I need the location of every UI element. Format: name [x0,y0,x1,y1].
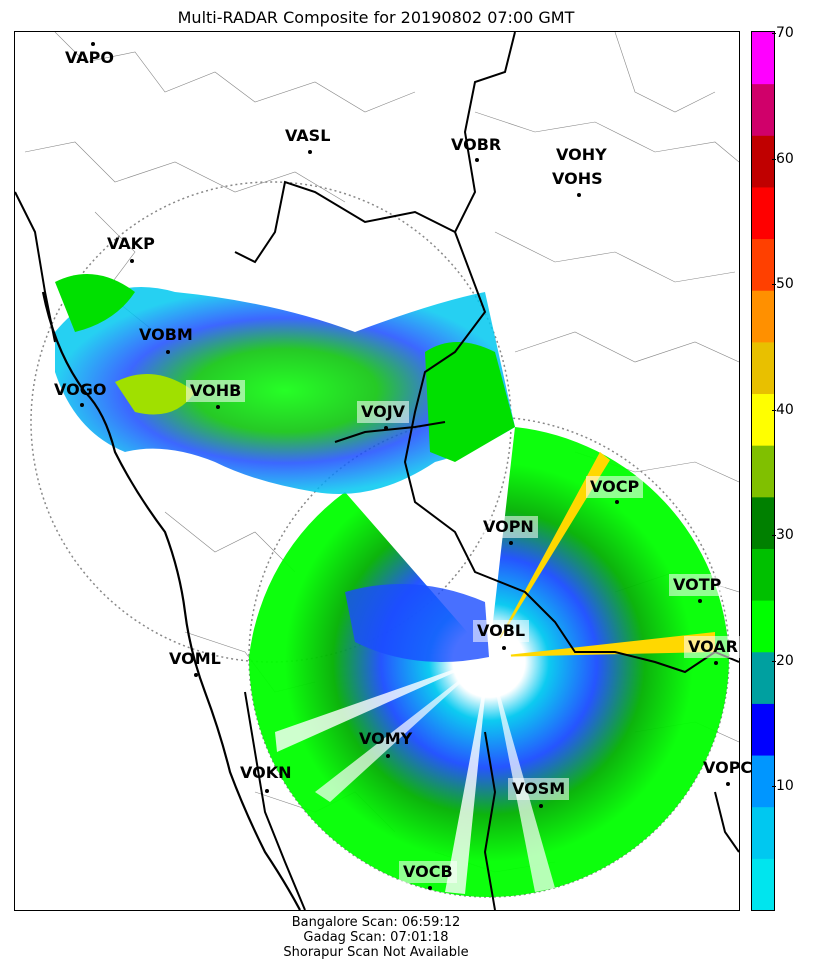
station-marker-vopc [726,782,730,786]
station-label-vojv[interactable]: VOJV [357,401,410,423]
station-label-vocp[interactable]: VOCP [586,476,644,498]
colorbar-band [752,651,774,704]
station-label-vomy[interactable]: VOMY [359,729,413,748]
station-label-voar[interactable]: VOAR [684,636,742,658]
station-label-vohb[interactable]: VOHB [186,380,246,402]
station-label-vakp[interactable]: VAKP [107,234,155,253]
station-label-vopc[interactable]: VOPC [703,758,753,777]
state-boundaries [15,32,739,910]
station-marker-vobl [502,646,506,650]
station-label-vasl[interactable]: VASL [285,126,331,145]
colorbar-band [752,548,774,601]
colorbar-gradient [752,32,774,910]
station-label-vopn[interactable]: VOPN [479,516,538,538]
colorbar-band [752,290,774,343]
station-label-voml[interactable]: VOML [169,649,221,668]
colorbar-band [752,600,774,653]
station-marker-vocp [615,500,619,504]
station-marker-voar [714,661,718,665]
station-marker-vakp [130,259,134,263]
station-marker-vojv [384,426,388,430]
colorbar-tick-30: 30 [772,527,794,543]
station-label-vohy[interactable]: VOHY [556,145,607,164]
colorbar-band [752,806,774,859]
scan-info-shorapur: Shorapur Scan Not Available [283,945,469,960]
colorbar-band [752,755,774,808]
gadag-radar-echo [55,274,515,662]
colorbar-band [752,83,774,136]
station-marker-vohs [577,193,581,197]
colorbar-tick-10: 10 [772,778,794,794]
colorbar-tick-60: 60 [772,151,794,167]
scan-info: Bangalore Scan: 06:59:12 Gadag Scan: 07:… [0,915,752,960]
colorbar-band [752,393,774,446]
station-marker-vohb [216,405,220,409]
scan-info-gadag: Gadag Scan: 07:01:18 [303,930,449,945]
scan-info-bangalore: Bangalore Scan: 06:59:12 [291,915,461,930]
station-label-vohs[interactable]: VOHS [552,169,603,188]
station-marker-vogo [80,403,84,407]
colorbar-band [752,186,774,240]
coastline [41,291,301,910]
colorbar-band [752,32,774,85]
colorbar-tick-50: 50 [772,276,794,292]
bangalore-radar-echo [249,427,729,897]
station-label-votp[interactable]: VOTP [669,574,726,596]
station-marker-voml [194,673,198,677]
colorbar-band [752,341,774,395]
colorbar-band [752,238,774,291]
colorbar-tick-40: 40 [772,402,794,418]
map-title: Multi-RADAR Composite for 20190802 07:00… [177,8,575,27]
station-marker-vobr [475,158,479,162]
colorbar-band [752,496,774,549]
colorbar-tick-20: 20 [772,653,794,669]
station-label-vobm[interactable]: VOBM [139,325,193,344]
reflectivity-colorbar [751,31,775,911]
colorbar-band [752,703,774,756]
station-marker-vopn [509,541,513,545]
colorbar-tick-70: 70 [772,25,794,41]
radar-map[interactable] [14,31,740,911]
station-label-vosm[interactable]: VOSM [508,778,570,800]
station-marker-vokn [265,789,269,793]
station-marker-vosm [539,804,543,808]
station-label-vocb[interactable]: VOCB [399,861,457,883]
station-label-vokn[interactable]: VOKN [240,763,292,782]
colorbar-band [752,135,774,188]
station-marker-vasl [308,150,312,154]
station-marker-vobm [166,350,170,354]
station-label-vapo[interactable]: VAPO [65,48,115,67]
station-label-vobr[interactable]: VOBR [451,135,502,154]
station-label-vobl[interactable]: VOBL [473,620,530,642]
station-marker-vapo [91,42,95,46]
station-marker-vocb [428,886,432,890]
radar-map-canvas [15,32,739,910]
colorbar-band [752,445,774,498]
station-marker-vomy [386,754,390,758]
colorbar-band [752,858,774,910]
station-label-vogo[interactable]: VOGO [54,380,107,399]
station-marker-votp [698,599,702,603]
